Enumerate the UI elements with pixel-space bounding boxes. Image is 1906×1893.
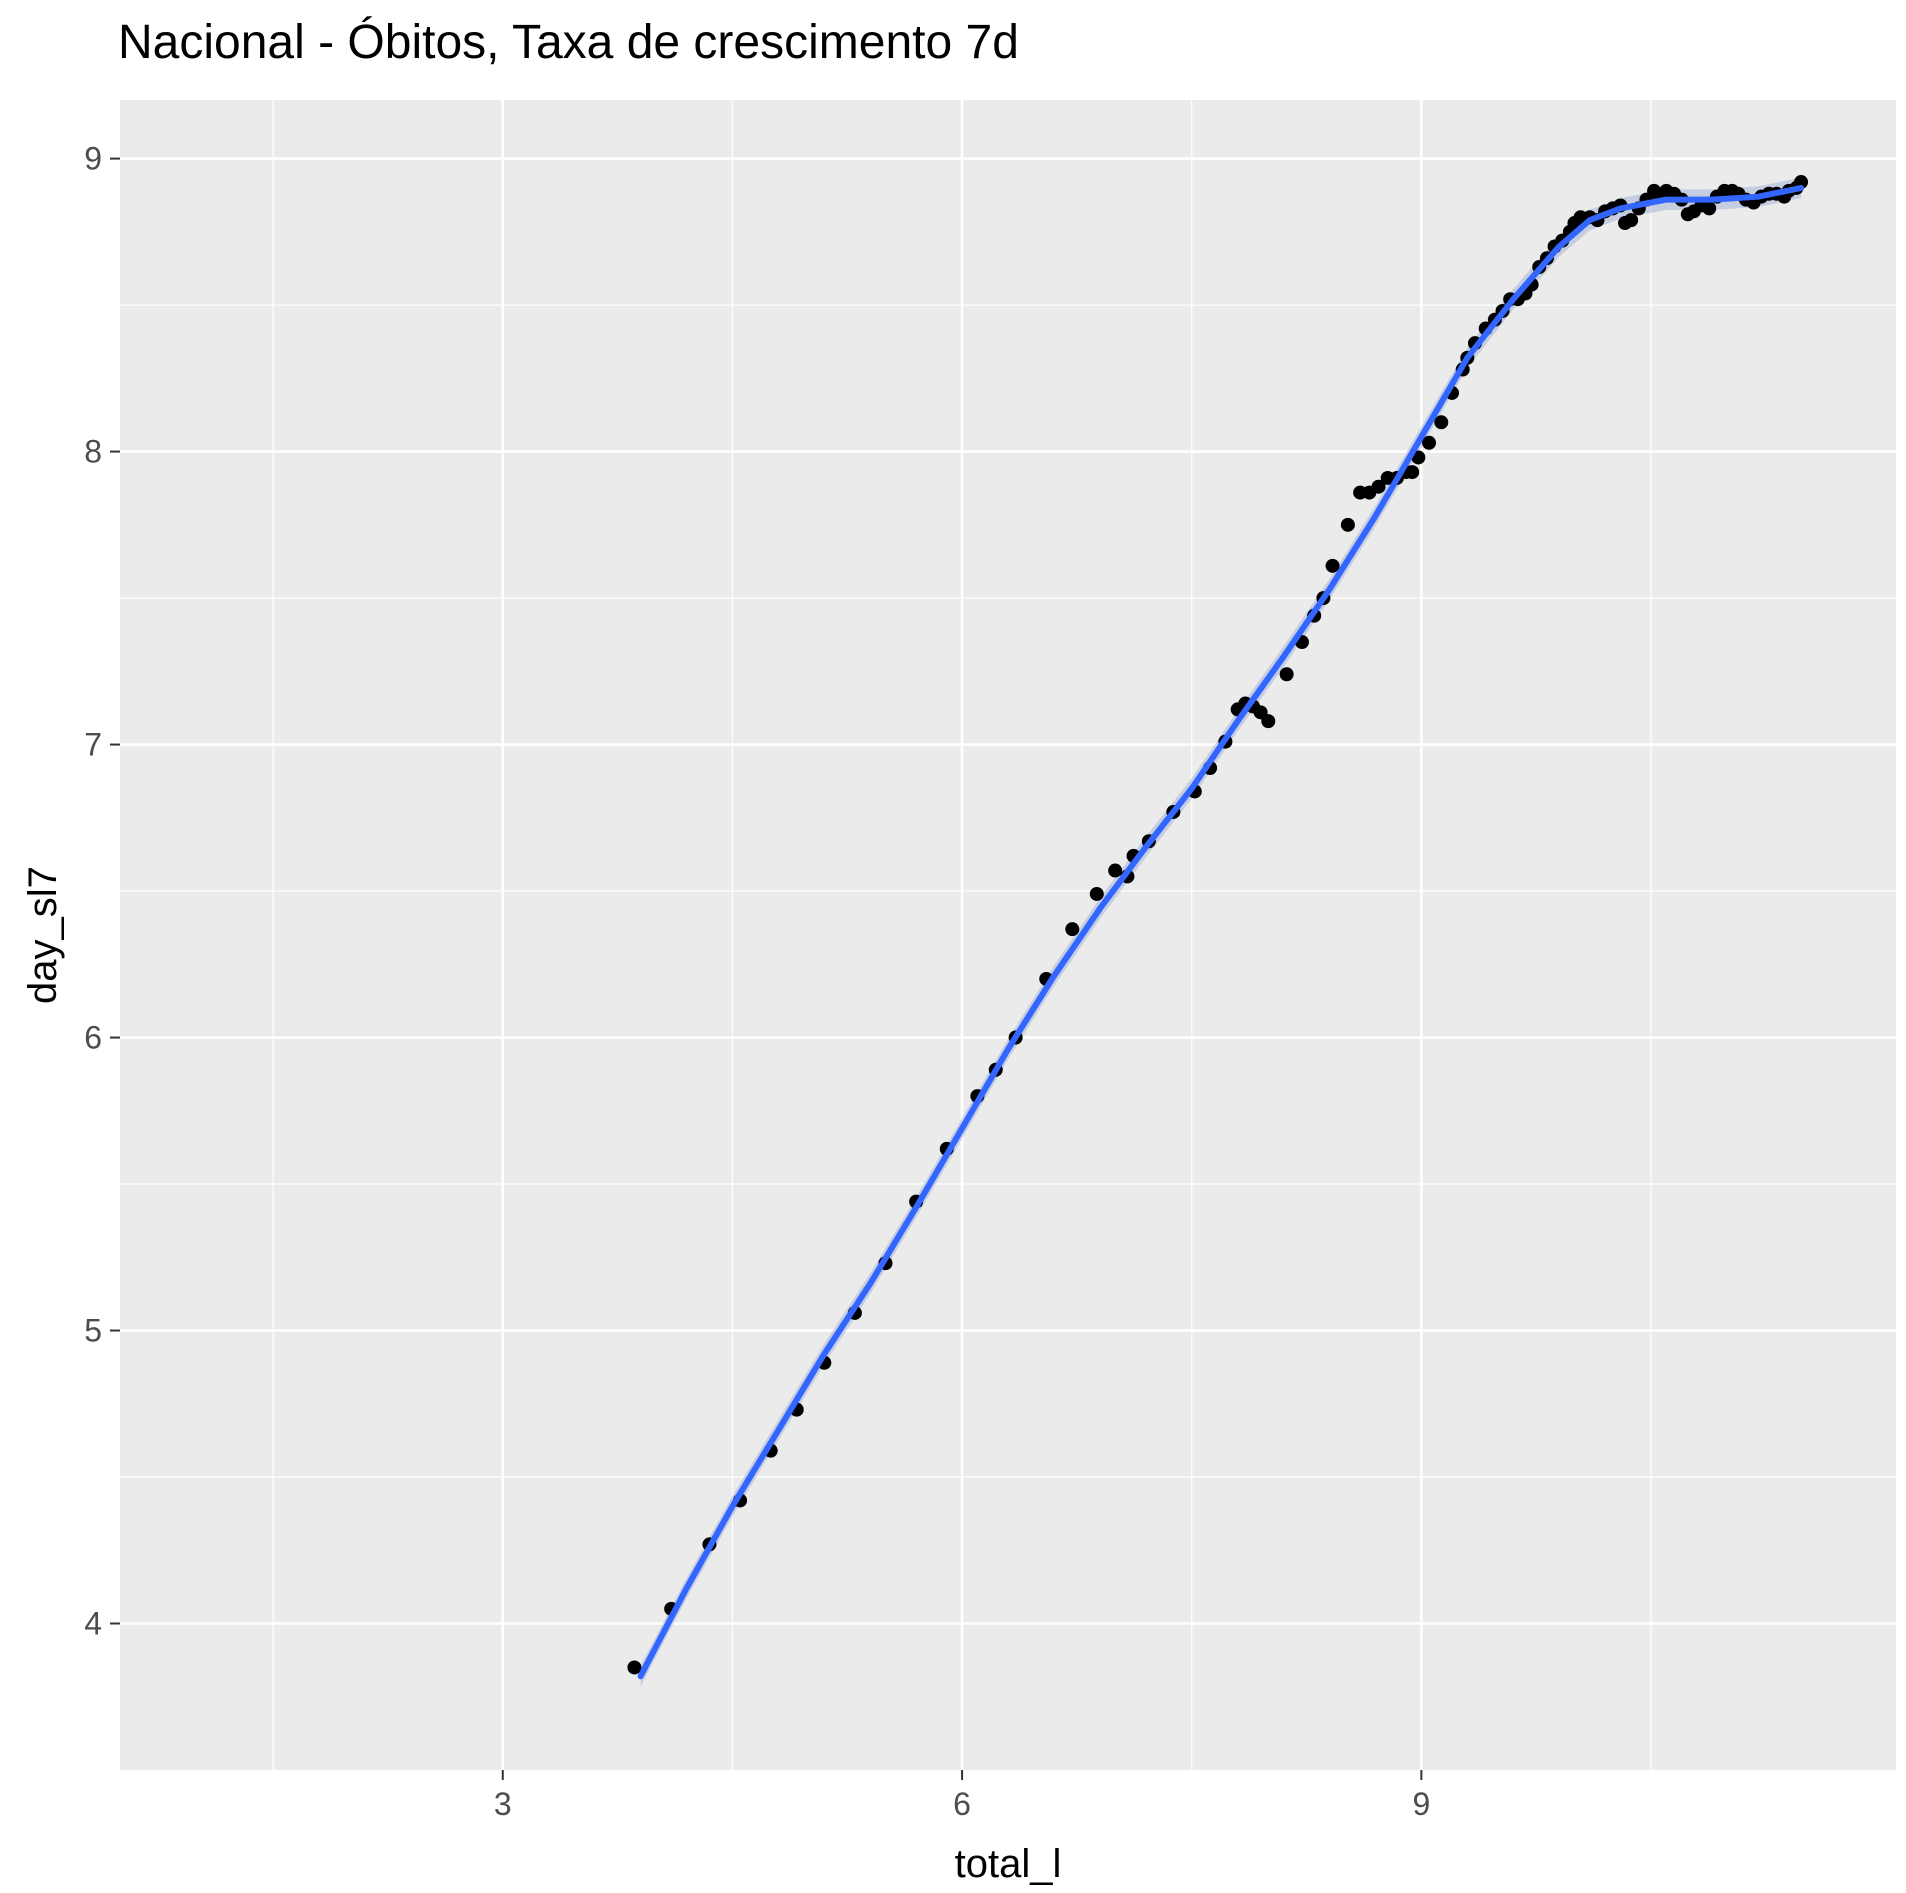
data-point xyxy=(1702,201,1717,216)
data-point xyxy=(1340,517,1355,532)
smooth-line-layer xyxy=(637,184,1805,1680)
y-tick-label: 8 xyxy=(84,434,102,470)
data-point xyxy=(1371,479,1386,494)
y-tick-label: 9 xyxy=(84,141,102,177)
chart-title: Nacional - Óbitos, Taxa de crescimento 7… xyxy=(118,16,1019,69)
data-point xyxy=(627,1660,642,1675)
data-point xyxy=(1624,213,1639,228)
data-point xyxy=(1261,714,1276,729)
minor-gridlines xyxy=(120,100,1896,1770)
data-point xyxy=(1108,863,1123,878)
x-tick-label: 6 xyxy=(953,1786,971,1822)
data-point xyxy=(1325,558,1340,573)
y-axis-title: day_sl7 xyxy=(21,866,65,1004)
y-tick-label: 4 xyxy=(84,1606,102,1642)
data-point xyxy=(1089,886,1104,901)
y-tick-label: 5 xyxy=(84,1313,102,1349)
y-tick-label: 6 xyxy=(84,1020,102,1056)
x-axis-title: total_l xyxy=(955,1842,1062,1886)
data-point xyxy=(1405,465,1420,480)
major-gridlines xyxy=(120,100,1896,1770)
data-point xyxy=(1065,922,1080,937)
x-tick-label: 3 xyxy=(494,1786,512,1822)
data-point xyxy=(1794,175,1809,190)
axis-ticks: 3 6 9 4 5 6 7 8 9 xyxy=(84,141,1430,1822)
x-tick-label: 9 xyxy=(1412,1786,1430,1822)
data-point xyxy=(1279,667,1294,682)
y-tick-label: 7 xyxy=(84,727,102,763)
data-point xyxy=(1422,435,1437,450)
plot-panel xyxy=(120,100,1896,1770)
smooth-line xyxy=(637,184,1805,1680)
data-point xyxy=(1434,415,1449,430)
